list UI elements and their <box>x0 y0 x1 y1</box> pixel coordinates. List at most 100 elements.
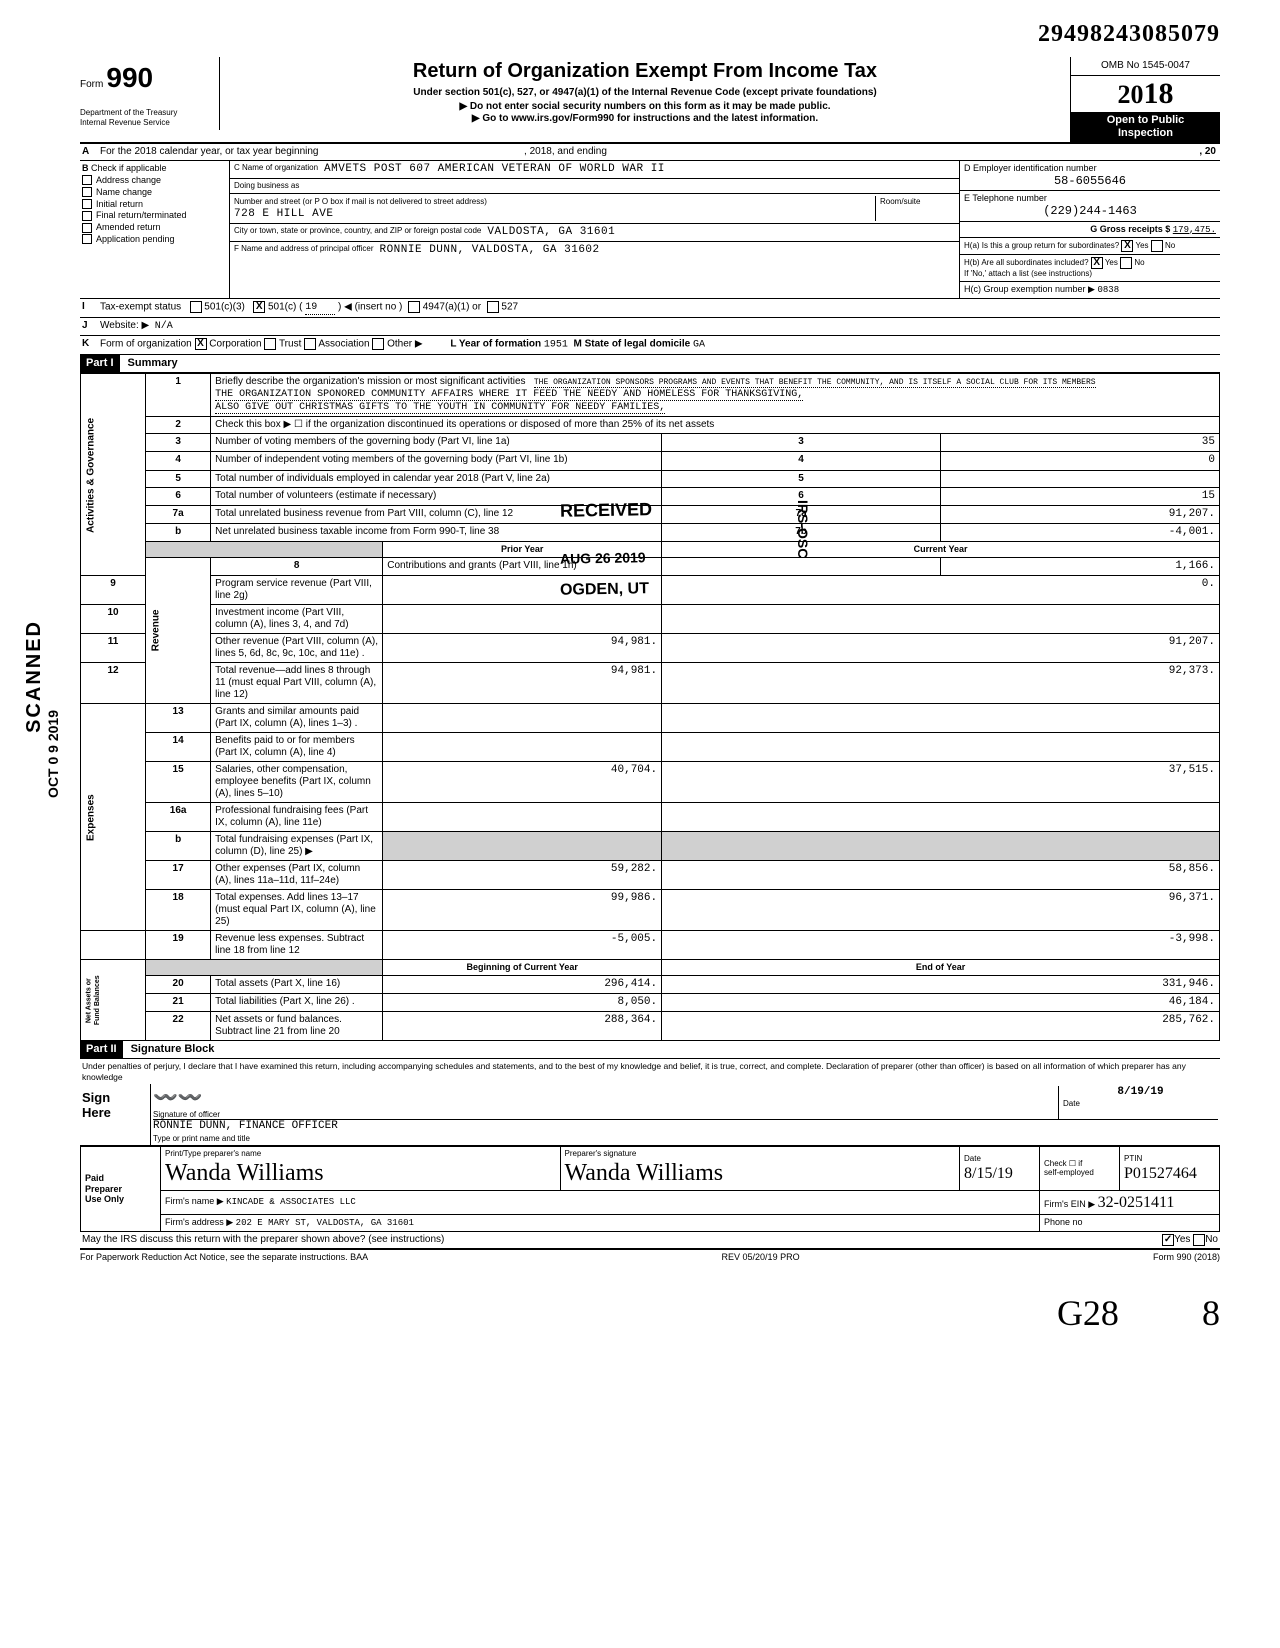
row-j: J Website: ▶ N/A <box>80 318 1220 336</box>
line16b-desc: Total fundraising expenses (Part IX, col… <box>211 832 383 861</box>
line20-num: 20 <box>146 975 211 993</box>
line14-curr <box>662 733 1220 762</box>
form-title: Return of Organization Exempt From Incom… <box>230 59 1060 83</box>
row-j-text: Website: ▶ <box>100 320 149 331</box>
chk-527[interactable] <box>487 301 499 313</box>
line3-s: 3 <box>662 434 941 452</box>
ha-no-box[interactable] <box>1151 240 1163 252</box>
g-label: G Gross receipts $ <box>1090 224 1170 234</box>
line3-desc: Number of voting members of the governin… <box>211 434 662 452</box>
line22-num: 22 <box>146 1012 211 1041</box>
open-public-1: Open to Public <box>1073 114 1218 127</box>
subtitle-2: ▶ Do not enter social security numbers o… <box>230 101 1060 113</box>
hdr-beginning: Beginning of Current Year <box>383 960 662 976</box>
row-a-text: For the 2018 calendar year, or tax year … <box>100 146 318 157</box>
opt-527: 527 <box>501 301 518 312</box>
line1-num: 1 <box>146 374 211 417</box>
line5-val <box>941 470 1220 487</box>
line12-desc: Total revenue—add lines 8 through 11 (mu… <box>211 663 383 704</box>
stamp-side-date: OCT 0 9 2019 <box>45 710 62 798</box>
line18-desc: Total expenses. Add lines 13–17 (must eq… <box>211 890 383 931</box>
line3-val: 35 <box>941 434 1220 452</box>
line7b-desc: Net unrelated business taxable income fr… <box>211 523 662 541</box>
line11-num: 11 <box>81 634 146 663</box>
line14-desc: Benefits paid to or for members (Part IX… <box>211 733 383 762</box>
chk-501c3[interactable] <box>190 301 202 313</box>
opt-501c: 501(c) ( <box>268 301 302 312</box>
line16a-desc: Professional fundraising fees (Part IX, … <box>211 803 383 832</box>
stamp-ogden: OGDEN, UT <box>560 579 649 600</box>
row-a: A For the 2018 calendar year, or tax yea… <box>80 144 1220 161</box>
line8-num: 8 <box>211 557 383 575</box>
line15-prior: 40,704. <box>383 762 662 803</box>
ha-yes-box[interactable]: X <box>1121 240 1133 252</box>
line11-desc: Other revenue (Part VIII, column (A), li… <box>211 634 383 663</box>
col-b-text: Check if applicable <box>91 163 167 173</box>
subtitle-3: ▶ Go to www.irs.gov/Form990 for instruct… <box>230 113 1060 125</box>
line13-num: 13 <box>146 704 211 733</box>
chk-assoc[interactable] <box>304 338 316 350</box>
line6-val: 15 <box>941 487 1220 505</box>
hb-yes-box[interactable]: X <box>1091 257 1103 269</box>
firm-ein-label: Firm's EIN ▶ <box>1044 1199 1095 1209</box>
row-i: I Tax-exempt status 501(c)(3) X 501(c) (… <box>80 299 1220 319</box>
line16a-prior <box>383 803 662 832</box>
row-a-mid: , 2018, and ending <box>524 146 607 157</box>
discuss-text: May the IRS discuss this return with the… <box>82 1234 1162 1246</box>
form-word: Form <box>80 79 103 90</box>
line21-prior: 8,050. <box>383 994 662 1012</box>
chk-501c[interactable]: X <box>253 301 265 313</box>
line2-num: 2 <box>146 417 211 434</box>
chk-trust[interactable] <box>264 338 276 350</box>
opt-assoc: Association <box>318 339 369 350</box>
section-activities: Activities & Governance <box>81 374 146 576</box>
chk-4947[interactable] <box>408 301 420 313</box>
discuss-no-box[interactable] <box>1193 1234 1205 1246</box>
chk-initial-return[interactable] <box>82 199 92 209</box>
chk-other[interactable] <box>372 338 384 350</box>
ha-label: H(a) Is this a group return for subordin… <box>964 241 1119 250</box>
line12-curr: 92,373. <box>662 663 1220 704</box>
part1-header-row: Part I Summary <box>80 355 1220 373</box>
c-addr-label: Number and street (or P O box if mail is… <box>234 197 487 206</box>
date-label: Date <box>1063 1099 1218 1109</box>
summary-table: Activities & Governance 1 Briefly descri… <box>80 373 1220 1041</box>
chk-name-change[interactable] <box>82 187 92 197</box>
line18-prior: 99,986. <box>383 890 662 931</box>
line10-curr <box>662 605 1220 634</box>
officer-name: RONNIE DUNN, VALDOSTA, GA 31602 <box>379 244 599 257</box>
line5-desc: Total number of individuals employed in … <box>211 470 662 487</box>
firm-address: 202 E MARY ST, VALDOSTA, GA 31601 <box>236 1218 414 1228</box>
self-employed-check[interactable]: Check ☐ if self-employed <box>1040 1147 1120 1190</box>
line20-desc: Total assets (Part X, line 16) <box>211 975 383 993</box>
line13-curr <box>662 704 1220 733</box>
hb-no-box[interactable] <box>1120 257 1132 269</box>
line11-prior: 94,981. <box>383 634 662 663</box>
firm-addr-label: Firm's address ▶ <box>165 1217 233 1227</box>
line12-num: 12 <box>81 663 146 704</box>
line18-num: 18 <box>146 890 211 931</box>
subtitle-1: Under section 501(c), 527, or 4947(a)(1)… <box>230 87 1060 99</box>
opt-initial-return: Initial return <box>96 199 143 210</box>
hdr-end: End of Year <box>662 960 1220 976</box>
chk-amended[interactable] <box>82 223 92 233</box>
chk-address-change[interactable] <box>82 175 92 185</box>
col-b-label: B <box>82 163 89 173</box>
chk-corporation[interactable]: X <box>195 338 207 350</box>
line1-val-a: THE ORGANIZATION SPONSORS PROGRAMS AND E… <box>534 378 1096 388</box>
declaration-text: Under penalties of perjury, I declare th… <box>80 1059 1220 1083</box>
line16b-num: b <box>146 832 211 861</box>
chk-final-return[interactable] <box>82 211 92 221</box>
opt-amended: Amended return <box>96 222 161 233</box>
opt-501c3: 501(c)(3) <box>204 301 245 312</box>
c-city-label: City or town, state or province, country… <box>234 226 481 239</box>
year-suffix: 18 <box>1144 77 1174 110</box>
ha-yes: Yes <box>1136 241 1149 250</box>
opt-corp: Corporation <box>209 339 261 350</box>
opt-trust: Trust <box>279 339 301 350</box>
open-public-2: Inspection <box>1073 127 1218 140</box>
prep-name-label: Print/Type preparer's name <box>165 1149 556 1159</box>
discuss-yes-box[interactable]: ✓ <box>1162 1234 1174 1246</box>
year-prefix: 20 <box>1118 80 1144 109</box>
chk-app-pending[interactable] <box>82 234 92 244</box>
